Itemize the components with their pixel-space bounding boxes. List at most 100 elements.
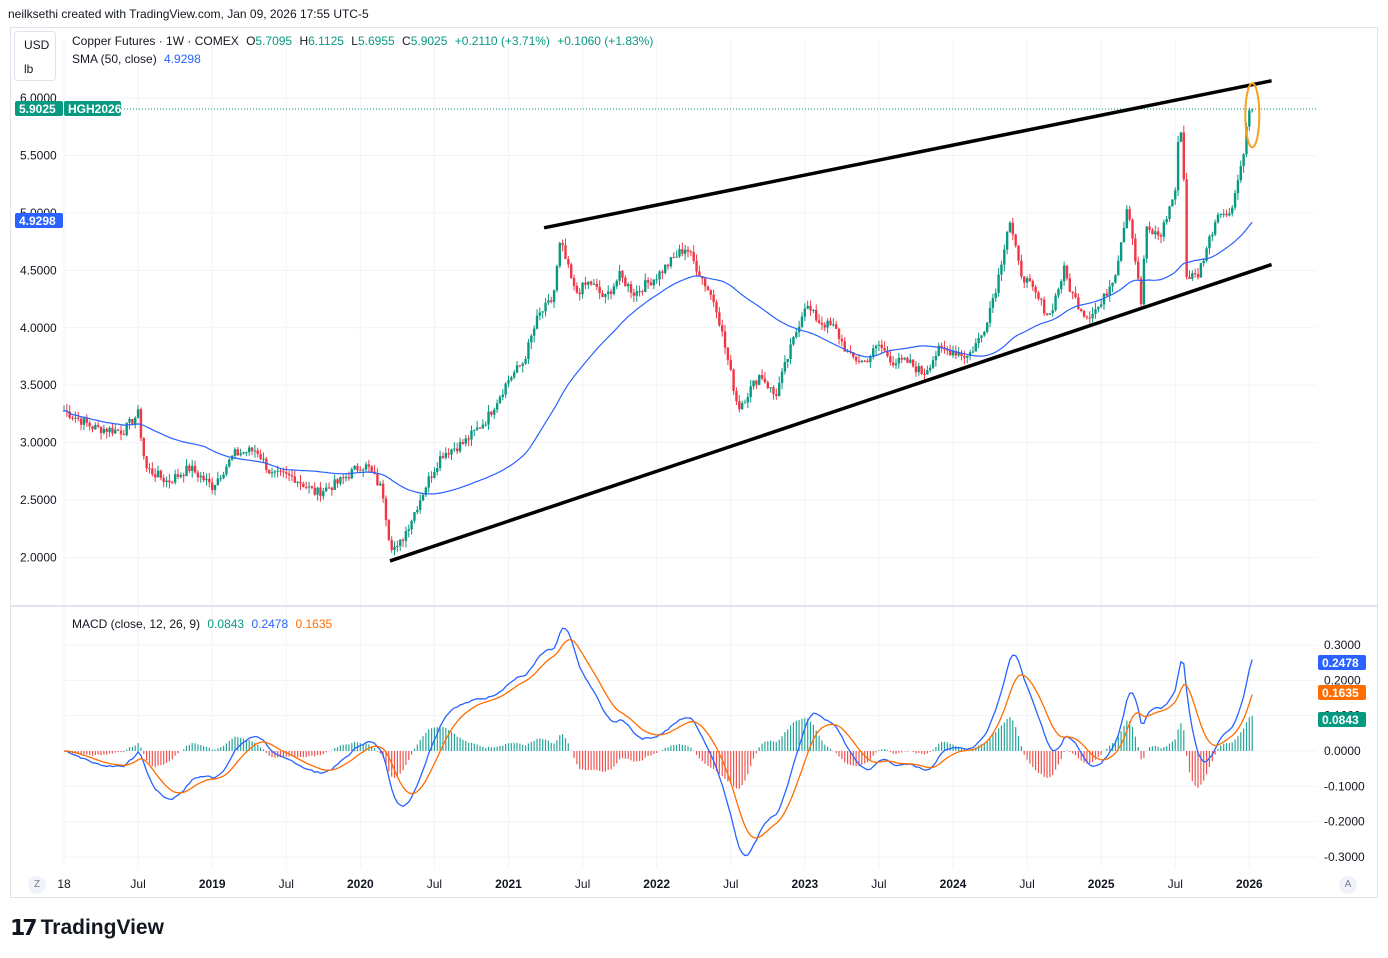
candle [789,344,792,360]
macd-tick: 0.2000 [1324,673,1361,687]
candle [236,449,240,456]
candle [894,363,898,366]
candle [948,350,952,356]
unit-label: lb [24,62,34,76]
candle [587,281,590,285]
time-tick: 2026 [1236,877,1263,891]
candle [652,279,656,286]
change-value-2: +0.1060 (+1.83%) [557,34,654,48]
candle [772,387,775,395]
candle [139,409,143,438]
candle [709,290,713,295]
candle [367,464,371,467]
candle [820,322,824,325]
candle [384,498,388,521]
macd-label: MACD (close, 12, 26, 9) [72,617,201,631]
candle [872,348,875,357]
close-label: C [402,34,411,48]
candle [715,302,718,313]
candle [564,245,567,260]
candle [823,324,826,328]
candle [71,417,74,419]
low-label: L [351,34,358,48]
candle [1000,264,1003,275]
trendline-lower [389,262,1273,563]
candle [923,373,926,375]
candle [1225,213,1228,216]
candle [817,320,821,323]
time-tick: Jul [130,877,145,891]
candle [931,360,935,368]
candle [1085,316,1089,318]
candle [1154,231,1157,235]
candle [840,338,844,342]
macd-signal-value: 0.1635 [295,617,333,631]
sma-legend[interactable]: SMA (50, close) 4.9298 [72,52,205,66]
macd-legend[interactable]: MACD (close, 12, 26, 9) 0.0843 0.2478 0.… [72,617,336,631]
symbol-legend[interactable]: Copper Futures · 1W · COMEX O5.7095 H6.1… [72,34,657,48]
candle [88,422,91,427]
candle [1151,229,1154,235]
time-tick: Jul [279,877,294,891]
candle [909,359,912,363]
candle [646,280,650,283]
unit-selector[interactable]: USD lb [14,31,56,81]
z-button[interactable]: Z [28,876,46,894]
tradingview-logo[interactable]: 𝟭𝟳 TradingView [10,915,164,941]
candle [720,325,724,332]
candle [854,356,858,361]
candle [188,465,191,471]
candle [994,292,997,299]
candle [567,259,570,265]
time-tick: Jul [723,877,738,891]
candle [983,331,986,336]
candle [416,509,419,513]
candle [82,418,86,425]
candle [142,437,145,457]
candle [604,294,607,297]
candle [698,271,701,277]
candle [404,530,408,541]
time-tick: 18 [57,877,71,891]
candle [763,378,767,383]
candle [555,266,559,291]
candle [1117,260,1120,276]
candle [347,476,351,479]
candle [1071,291,1074,294]
price-tick: 2.0000 [20,551,57,565]
candle [276,470,279,472]
candle [1042,299,1046,314]
candle [869,356,872,363]
macd-tick: 0.0000 [1324,744,1361,758]
candle [1023,276,1026,283]
candle [153,474,157,478]
candle [683,249,687,254]
candle [1182,132,1185,180]
candle [193,465,197,473]
candle [245,452,248,454]
candle [968,352,972,357]
candle [202,475,205,481]
candle [396,546,399,548]
candle [450,449,453,455]
candle [296,481,299,483]
candle [393,546,396,550]
candle [569,264,573,278]
candle [886,350,889,357]
candle [655,279,658,281]
candle [233,449,237,456]
a-button[interactable]: A [1339,876,1357,894]
candle [134,417,137,425]
candle [1105,293,1109,296]
candle [607,291,610,295]
sma-badge: 4.9298 [19,214,56,228]
change-value: +0.2110 (+3.71%) [454,34,550,48]
candle [1199,263,1203,278]
candle [966,356,969,358]
candle [324,487,328,492]
candle [361,469,365,471]
candle [481,424,485,429]
candle [624,277,627,287]
candle [812,309,815,311]
